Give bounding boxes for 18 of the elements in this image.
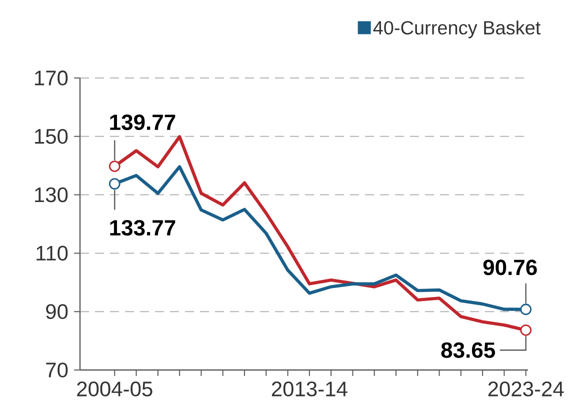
data-label: 139.77 [110, 114, 176, 130]
y-tick-label: 70 [46, 362, 68, 378]
y-tick-label: 150 [35, 128, 68, 144]
legend-label: 40-Currency Basket [373, 20, 541, 38]
y-tick-label: 170 [35, 70, 68, 86]
y-tick-label: 110 [36, 246, 68, 261]
x-tick-label: 2013-14 [272, 382, 348, 396]
x-tick-label: 2004-05 [77, 382, 152, 396]
point [108, 160, 120, 172]
x-tick-label: 2023-24 [488, 382, 564, 396]
data-label: 133.77 [110, 220, 176, 236]
data-label: 90.76 [483, 260, 537, 276]
y-tick-label: 90 [46, 304, 68, 320]
data-label: 83.65 [441, 342, 496, 358]
point [108, 178, 120, 190]
y-tick-label: 130 [35, 187, 68, 202]
point [520, 324, 532, 336]
point [520, 304, 532, 316]
